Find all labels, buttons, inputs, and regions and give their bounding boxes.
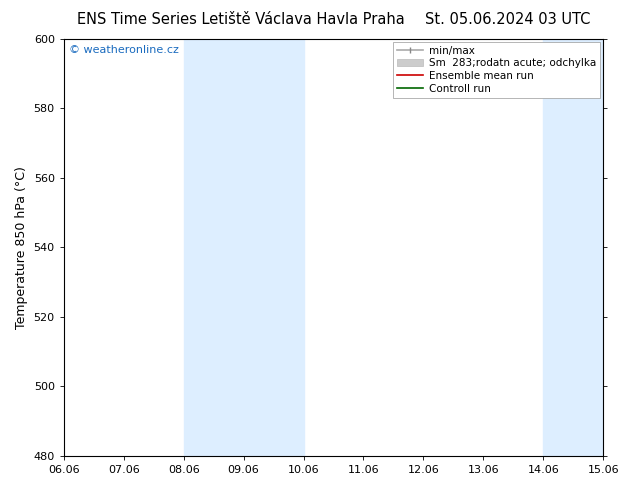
Text: ENS Time Series Letiště Václava Havla Praha: ENS Time Series Letiště Václava Havla Pr… bbox=[77, 12, 404, 27]
Text: © weatheronline.cz: © weatheronline.cz bbox=[69, 45, 179, 55]
Legend: min/max, Sm  283;rodatn acute; odchylka, Ensemble mean run, Controll run: min/max, Sm 283;rodatn acute; odchylka, … bbox=[393, 42, 600, 98]
Text: St. 05.06.2024 03 UTC: St. 05.06.2024 03 UTC bbox=[425, 12, 590, 27]
Y-axis label: Temperature 850 hPa (°C): Temperature 850 hPa (°C) bbox=[15, 166, 28, 329]
Bar bbox=[184, 39, 304, 456]
Bar bbox=[543, 39, 603, 456]
